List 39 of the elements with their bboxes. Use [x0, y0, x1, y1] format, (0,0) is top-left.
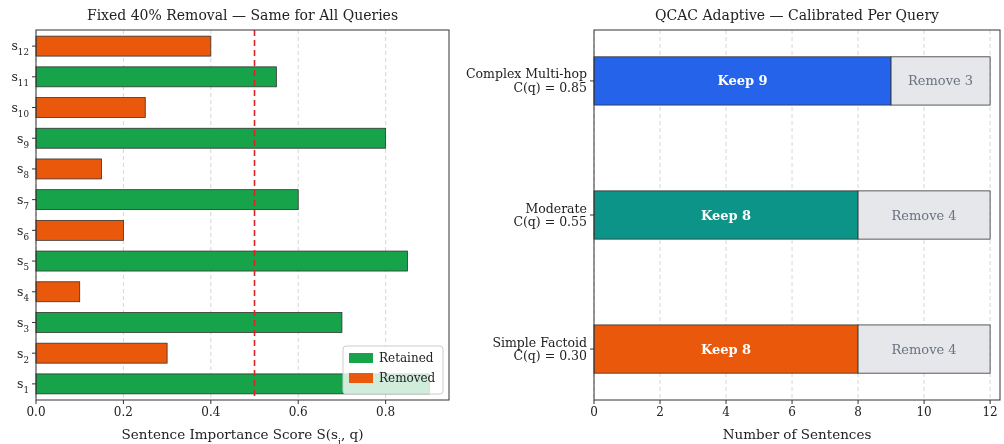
legend-label: Removed: [379, 371, 436, 386]
data-label: Remove 4: [891, 341, 957, 357]
data-label: Remove 4: [891, 207, 957, 223]
y-tick-label: s$_{12}$: [11, 38, 29, 58]
x-axis-title: Sentence Importance Score S(s$_{i}$, q): [121, 425, 364, 444]
y-tick-label: s$_{5}$: [17, 253, 29, 273]
y-tick-label: s$_{11}$: [11, 69, 29, 89]
x-tick-label: 0.2: [113, 405, 133, 419]
x-tick-label: 10: [916, 405, 932, 419]
y-tick-label: s$_{4}$: [17, 284, 30, 304]
x-axis-title: Number of Sentences: [722, 425, 872, 442]
x-tick-label: 0: [590, 405, 598, 419]
x-tick-label: 0.0: [26, 405, 46, 419]
y-tick-label: Moderate C(q) = 0.55: [513, 200, 587, 230]
x-tick-label: 8: [854, 405, 862, 419]
y-tick-label: s$_{8}$: [17, 161, 29, 181]
x-tick-label: 0.4: [201, 405, 221, 419]
y-tick-label: s$_{10}$: [11, 99, 29, 119]
data-label: Keep 8: [700, 341, 752, 357]
y-tick-label: s$_{2}$: [17, 345, 29, 365]
data-label: Keep 8: [700, 207, 752, 223]
chart-title: Fixed 40% Removal — Same for All Queries: [86, 7, 399, 23]
legend-label: Retained: [379, 351, 434, 366]
x-tick-label: 2: [656, 405, 664, 419]
y-tick-label: s$_{3}$: [17, 314, 29, 334]
x-tick-label: 4: [722, 405, 731, 419]
data-label: Keep 9: [717, 73, 768, 89]
x-tick-label: 0.6: [288, 405, 308, 419]
x-tick-label: 0.8: [376, 405, 396, 419]
y-tick-label: s$_{9}$: [17, 130, 29, 150]
y-tick-label: s$_{1}$: [17, 376, 29, 396]
x-tick-label: 6: [788, 405, 796, 419]
y-tick-label: s$_{7}$: [17, 192, 29, 212]
y-tick-label: Simple Factoid C(q) = 0.30: [492, 334, 588, 364]
x-tick-label: 12: [982, 405, 998, 419]
y-tick-label: s$_{6}$: [17, 222, 30, 242]
data-label: Remove 3: [908, 73, 974, 89]
chart-title: QCAC Adaptive — Calibrated Per Query: [655, 7, 940, 23]
y-tick-label: Complex Multi-hop C(q) = 0.85: [465, 66, 587, 96]
